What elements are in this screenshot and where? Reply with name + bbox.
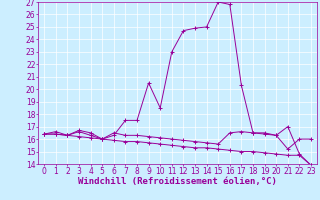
X-axis label: Windchill (Refroidissement éolien,°C): Windchill (Refroidissement éolien,°C) [78,177,277,186]
